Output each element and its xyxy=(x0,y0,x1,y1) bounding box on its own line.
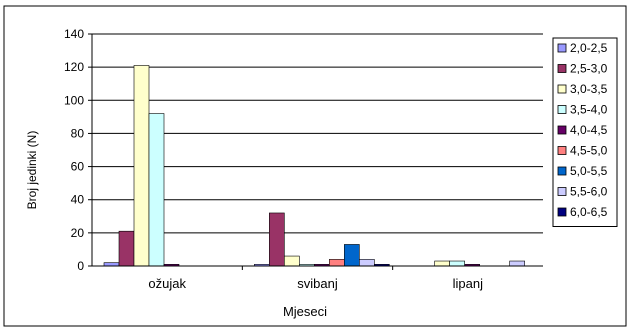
legend-swatch xyxy=(557,105,567,114)
y-tick-label: 60 xyxy=(71,160,85,174)
y-tick-label: 140 xyxy=(64,27,84,41)
legend-swatch xyxy=(557,64,567,73)
bar xyxy=(344,244,360,267)
y-tick-label: 40 xyxy=(71,193,85,207)
x-axis-label: Mjeseci xyxy=(283,304,327,319)
x-tick-label: svibanj xyxy=(297,276,338,291)
y-tick-label: 100 xyxy=(64,93,84,107)
legend-label: 5,5-6,0 xyxy=(570,185,608,199)
legend-label: 5,0-5,5 xyxy=(570,164,608,178)
legend-label: 2,5-3,0 xyxy=(570,62,608,76)
legend-swatch xyxy=(557,207,567,217)
chart-frame xyxy=(3,5,627,327)
gridlines xyxy=(92,33,543,234)
legend-swatch xyxy=(557,187,567,196)
legend-swatch xyxy=(557,43,567,53)
bar xyxy=(359,259,375,267)
y-tick-label: 0 xyxy=(77,259,84,273)
bar xyxy=(329,259,345,267)
bar xyxy=(449,260,465,267)
legend-label: 4,5-5,0 xyxy=(570,144,608,158)
bar xyxy=(148,113,165,267)
legend-swatch xyxy=(557,146,567,155)
legend: 2,0-2,5 2,5-3,0 3,0-3,5 3,5-4,0 4,0-4,5 4,5-5… xyxy=(552,37,618,227)
y-tick-label: 80 xyxy=(71,126,85,140)
bar xyxy=(509,260,525,267)
x-tick-label: ožujak xyxy=(148,276,186,291)
legend-label: 3,0-3,5 xyxy=(570,82,608,96)
y-tick-label: 20 xyxy=(71,226,85,240)
bar xyxy=(269,212,285,267)
legend-swatch xyxy=(557,125,567,135)
y-tick-label: 120 xyxy=(64,60,84,74)
bar xyxy=(118,230,135,267)
bar xyxy=(133,65,150,267)
legend-label: 2,0-2,5 xyxy=(570,41,608,55)
axes: 0 20 40 60 80 100 120 140 ožujak svibanj lipanj xyxy=(64,27,543,291)
bars xyxy=(103,65,525,267)
legend-label: 6,0-6,5 xyxy=(570,205,608,219)
bar xyxy=(434,260,450,267)
legend-swatch xyxy=(557,166,567,176)
x-tick-label: lipanj xyxy=(453,276,483,291)
legend-swatch xyxy=(557,84,567,94)
bar xyxy=(284,255,300,267)
legend-label: 3,5-4,0 xyxy=(570,103,608,117)
y-axis-label: Broj jedinki (N) xyxy=(25,131,39,210)
legend-label: 4,0-4,5 xyxy=(570,123,608,137)
